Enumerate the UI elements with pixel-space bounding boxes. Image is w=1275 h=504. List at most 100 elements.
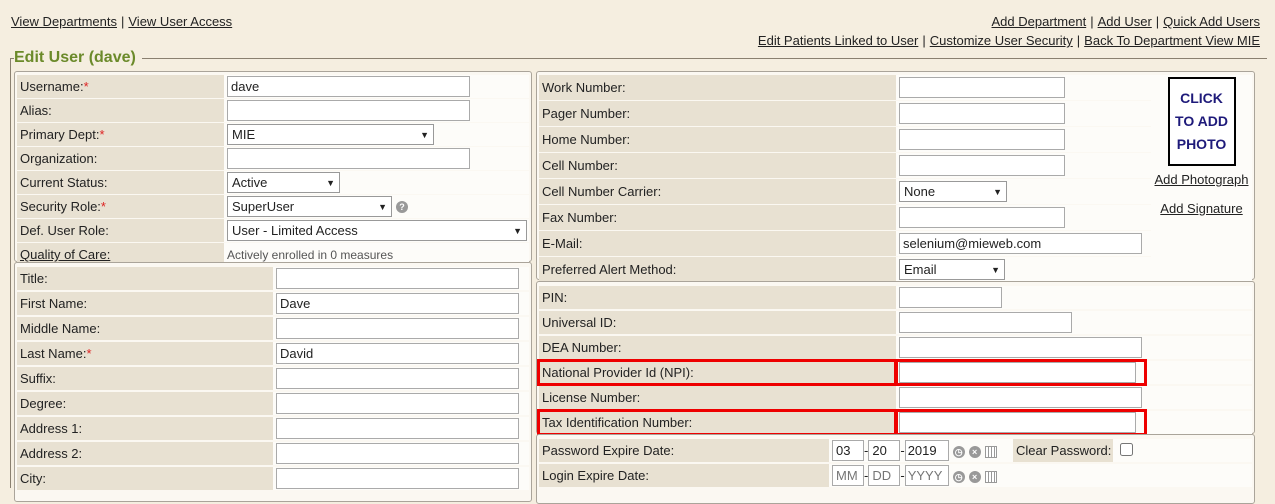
chevron-down-icon: ▼ [513, 225, 522, 236]
top-nav-right-1: Add Department | Add User | Quick Add Users [991, 14, 1260, 29]
name-row-middle-name: Middle Name: [17, 317, 529, 340]
username-label: Username: [20, 79, 84, 94]
degree-input[interactable] [276, 393, 519, 414]
username-input[interactable] [227, 76, 470, 97]
tax-id-input[interactable] [899, 412, 1136, 433]
edit-patients-link[interactable]: Edit Patients Linked to User [757, 33, 919, 48]
universal-id-input[interactable] [899, 312, 1072, 333]
chevron-down-icon: ▼ [378, 201, 387, 212]
clear-icon[interactable]: × [968, 445, 981, 458]
name-row-address-1: Address 1: [17, 417, 529, 440]
fieldset-border [10, 58, 1267, 59]
organization-input[interactable] [227, 148, 470, 169]
top-nav-left: View Departments | View User Access [11, 14, 233, 29]
first-name-label: First Name: [17, 292, 273, 315]
clock-icon[interactable]: ◷ [952, 470, 965, 483]
dates-panel: Password Expire Date: --◷× Clear Passwor… [536, 434, 1255, 504]
account-panel: Username:* Alias: Primary Dept:*MIE▼ Org… [14, 71, 532, 266]
top-nav-right-2: Edit Patients Linked to User | Customize U… [757, 33, 1260, 48]
first-name-input[interactable] [276, 293, 519, 314]
license-input[interactable] [899, 387, 1142, 408]
quick-add-users-link[interactable]: Quick Add Users [1163, 14, 1260, 29]
chevron-down-icon: ▼ [326, 177, 335, 188]
ids-panel: PIN: Universal ID: DEA Number: National … [536, 281, 1255, 436]
carrier-select[interactable]: None ▼ [899, 181, 1007, 202]
middle-name-input[interactable] [276, 318, 519, 339]
add-user-link[interactable]: Add User [1097, 14, 1152, 29]
customize-security-link[interactable]: Customize User Security [929, 33, 1073, 48]
back-to-department-link[interactable]: Back To Department View MIE [1084, 33, 1260, 48]
clear-icon[interactable]: × [968, 470, 981, 483]
home-number-input[interactable] [899, 129, 1065, 150]
organization-label: Organization: [17, 147, 224, 170]
clear-password-checkbox[interactable] [1120, 442, 1133, 456]
dea-label: DEA Number: [539, 336, 896, 359]
status-select[interactable]: Active ▼ [227, 172, 340, 193]
last-name-input[interactable] [276, 343, 519, 364]
photo-cell: CLICK TO ADD PHOTO Add Photograph Add Sign… [1151, 75, 1252, 282]
cell-number-input[interactable] [899, 155, 1065, 176]
contact-panel: Work Number: CLICK TO ADD PHOTO Add Photog… [536, 71, 1255, 282]
security-role-label: Security Role: [20, 199, 101, 214]
pager-label: Pager Number: [539, 101, 896, 126]
quality-of-care-link[interactable]: Quality of Care: [20, 247, 111, 262]
login-month-input[interactable] [832, 465, 864, 486]
npi-label: National Provider Id (NPI): [537, 359, 898, 386]
pw-month-input[interactable] [832, 440, 864, 461]
clock-icon[interactable]: ◷ [952, 445, 965, 458]
city-input[interactable] [276, 468, 519, 489]
home-label: Home Number: [539, 127, 896, 152]
add-photograph-link[interactable]: Add Photograph [1154, 172, 1249, 187]
password-expire-label: Password Expire Date: [539, 439, 829, 462]
work-number-input[interactable] [899, 77, 1065, 98]
login-year-input[interactable] [904, 465, 949, 486]
def-role-select[interactable]: User - Limited Access ▼ [227, 220, 527, 241]
chevron-down-icon: ▼ [991, 264, 1000, 275]
email-input[interactable] [899, 233, 1142, 254]
address-1-label: Address 1: [17, 417, 273, 440]
suffix-input[interactable] [276, 368, 519, 389]
view-user-access-link[interactable]: View User Access [128, 14, 233, 29]
fax-number-input[interactable] [899, 207, 1065, 228]
login-expire-label: Login Expire Date: [539, 464, 829, 487]
pw-day-input[interactable] [868, 440, 901, 461]
help-icon[interactable]: ? [396, 200, 408, 213]
work-label: Work Number: [539, 75, 896, 100]
license-label: License Number: [539, 386, 896, 409]
alias-label: Alias: [17, 99, 224, 122]
alias-input[interactable] [227, 100, 470, 121]
suffix-label: Suffix: [17, 367, 273, 390]
city-label: City: [17, 467, 273, 490]
address-2-label: Address 2: [17, 442, 273, 465]
address-2-input[interactable] [276, 443, 519, 464]
add-signature-link[interactable]: Add Signature [1160, 201, 1243, 216]
name-row-city: City: [17, 467, 529, 490]
primary-dept-select[interactable]: MIE ▼ [227, 124, 434, 145]
pager-number-input[interactable] [899, 103, 1065, 124]
calendar-icon[interactable] [984, 470, 997, 483]
add-department-link[interactable]: Add Department [991, 14, 1087, 29]
title-label: Title: [17, 267, 273, 290]
fax-label: Fax Number: [539, 205, 896, 230]
calendar-icon[interactable] [984, 445, 997, 458]
dea-input[interactable] [899, 337, 1142, 358]
pin-input[interactable] [899, 287, 1002, 308]
page-title: Edit User (dave) [14, 49, 142, 67]
alert-label: Preferred Alert Method: [539, 257, 896, 282]
photo-placeholder[interactable]: CLICK TO ADD PHOTO [1167, 77, 1236, 166]
npi-input[interactable] [899, 362, 1136, 383]
name-row-suffix: Suffix: [17, 367, 529, 390]
tax-id-label: Tax Identification Number: [537, 409, 898, 436]
security-role-select[interactable]: SuperUser ▼ [227, 196, 392, 217]
address-1-input[interactable] [276, 418, 519, 439]
alert-method-select[interactable]: Email ▼ [899, 259, 1005, 280]
name-row-title: Title: [17, 267, 529, 290]
login-day-input[interactable] [868, 465, 901, 486]
pw-year-input[interactable] [904, 440, 949, 461]
name-row-last-name: Last Name:* [17, 342, 529, 365]
degree-label: Degree: [17, 392, 273, 415]
status-label: Current Status: [17, 171, 224, 194]
name-row-degree: Degree: [17, 392, 529, 415]
title-input[interactable] [276, 268, 519, 289]
view-departments-link[interactable]: View Departments [11, 14, 117, 29]
